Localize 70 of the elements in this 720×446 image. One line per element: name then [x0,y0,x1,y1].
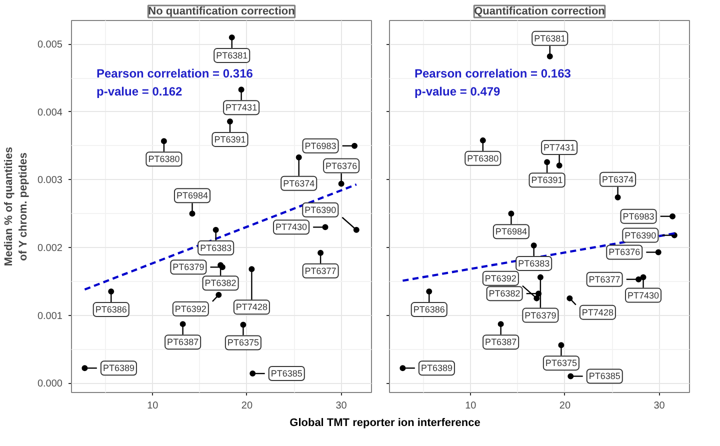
annotation: PT6983 [304,140,336,151]
annotation: PT6386 [95,304,127,315]
annotation: PT6382 [204,278,236,288]
annotation: PT6382 [488,288,520,299]
y-axis-title: Median % of quantities of Y chrom. peptides [3,146,30,266]
point [544,159,550,166]
point [226,118,233,124]
annotation: PT6383 [518,258,550,268]
y-tick-label: 0.004 [37,107,63,118]
annotation: Pearson correlation = 0.316 p-value = 0.162 [96,66,254,98]
annotation: PT6375 [227,338,259,348]
annotation: PT7430 [276,222,308,232]
annotation: PT7430 [628,290,660,300]
annotation: PT6374 [283,178,315,188]
annotation: PT6390 [624,230,656,240]
annotation: PT6376 [326,160,358,171]
annotation: PT7431 [226,102,258,113]
annotation: PT6375 [545,358,577,368]
annotation: PT6392 [484,273,516,284]
annotation: PT6377 [304,266,336,276]
point [318,250,324,256]
annotation: PT6984 [495,226,527,237]
annotation: PT6374 [602,174,634,184]
annotation: PT6386 [413,304,445,315]
annotation: PT6379 [172,262,204,272]
annotation: PT6389 [102,363,134,374]
point [426,288,432,295]
annotation: PT6390 [304,204,336,215]
annotation: PT6379 [524,310,556,320]
x-tick-label: 10 [147,400,159,412]
annotation: PT6392 [174,304,206,314]
annotation: PT6389 [420,363,452,374]
x-tick-label: 20 [559,400,571,412]
annotation: PT6376 [608,247,640,258]
x-tick-label: 30 [654,400,666,412]
x-tick-label: 20 [241,400,253,412]
x-tick-label: 30 [336,400,348,412]
point [480,137,486,144]
chart-title: Quantification correction [474,6,606,18]
annotation: PT6387 [167,337,199,348]
y-tick-label: 0.000 [37,378,63,390]
x-axis-title: Global TMT reporter ion interference [290,416,480,431]
annotation: PT6383 [200,242,232,253]
annotation: PT6381 [216,50,248,60]
annotation: PT7428 [582,307,614,318]
y-tick-label: 0.005 [37,40,63,51]
annotation: PT6385 [270,368,302,379]
annotation: PT7431 [544,142,576,153]
x-tick-label: 10 [465,400,477,412]
annotation: PT6391 [214,134,246,144]
annotation: PT6377 [588,274,620,284]
point [160,138,167,144]
annotation: PT6983 [622,211,654,222]
point [352,142,358,149]
point [108,288,114,295]
annotation: PT6381 [534,33,566,44]
annotation: PT6385 [588,371,620,382]
point [228,34,235,40]
y-tick-label: 0.003 [37,175,63,186]
annotation: PT6387 [485,337,517,348]
point [296,154,302,160]
annotation: PT6380 [467,153,499,164]
y-tick-label: 0.002 [37,242,63,254]
annotation: PT6380 [148,154,180,164]
point [250,370,256,377]
annotation: PT7428 [236,302,268,312]
annotation: Pearson correlation = 0.163 p-value = 0.479 [414,66,572,98]
annotation: PT6984 [176,190,208,201]
y-tick-label: 0.001 [37,310,63,322]
annotation: PT6391 [531,175,563,186]
